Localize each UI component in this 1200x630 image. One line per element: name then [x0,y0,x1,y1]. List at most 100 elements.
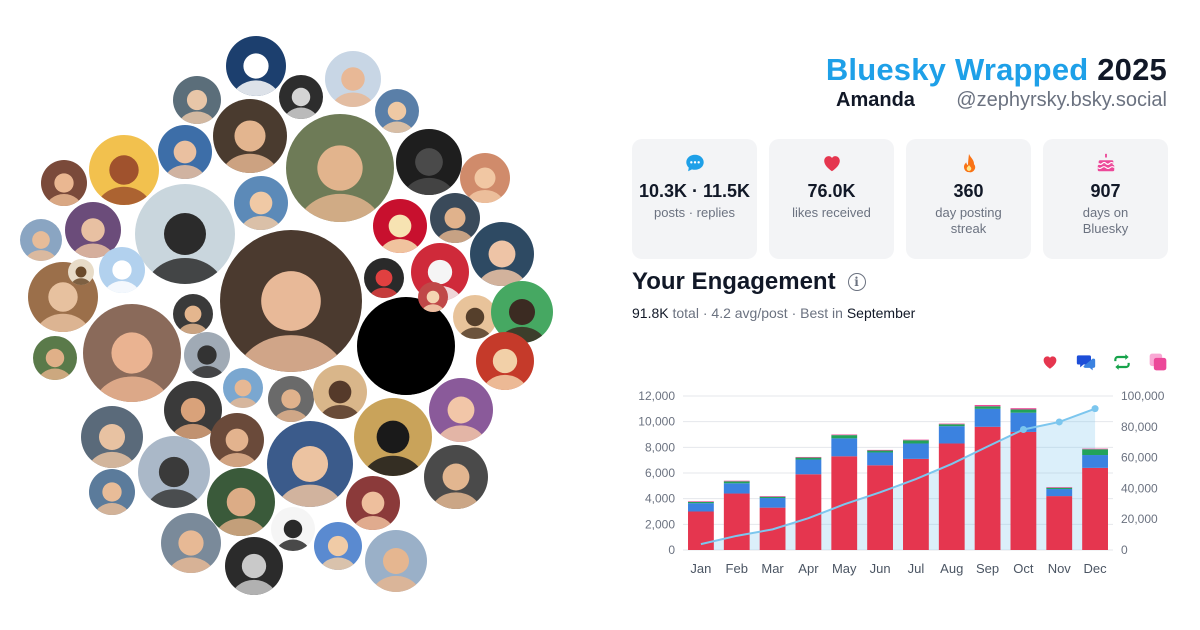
stat-value: 907 [1090,181,1121,201]
stat-card-likes: 76.0K likes received [769,139,894,259]
bar-segment [1082,455,1108,468]
y2-tick-label: 20,000 [1121,512,1158,526]
y2-tick-label: 40,000 [1121,481,1158,495]
y2-tick-label: 60,000 [1121,451,1158,465]
stat-value: 360 [953,181,984,201]
bar-segment [974,406,1001,409]
x-tick-label: Jun [870,561,891,576]
avatar [476,332,534,390]
avatar [164,381,222,439]
stats-row: 10.3K · 11.5K posts · replies 76.0K like… [632,139,1168,259]
bar-segment [867,465,893,550]
engagement-chart: 0 2,000 4,000 6,000 8,000 10,000 12,000 0 20,000… [638,389,1164,576]
cumulative-point [1091,405,1099,413]
bar-segment [974,426,1001,550]
flame-icon [958,151,980,175]
y-tick-label: 12,000 [638,389,675,403]
avatar [460,153,510,203]
avatar [430,193,480,243]
avatar [491,281,553,343]
avatar [365,530,427,592]
avatar [213,99,287,173]
bar-segment [1082,449,1108,456]
bar-segment [759,496,786,499]
y2-tick-label: 80,000 [1121,420,1158,434]
bar-segment [903,439,929,441]
display-name: Amanda [836,89,915,111]
stat-value: 76.0K [807,181,856,201]
engagement-title: Your Engagement [632,268,836,295]
avatar [41,160,87,206]
reply-icon[interactable] [1076,352,1096,372]
avatar [470,222,534,286]
avatar [20,219,62,261]
avatar [173,76,221,124]
avatar [396,129,462,195]
bar-segment [1046,487,1073,488]
stat-card-streak: 360 day posting streak [906,139,1031,259]
avatar [207,468,275,536]
x-tick-label: Sep [976,561,999,576]
avatar [33,336,77,380]
avatar [138,436,210,508]
bar-segment [1046,496,1073,550]
bar-segment [795,456,822,458]
avatar [210,413,264,467]
x-tick-label: Aug [940,561,963,576]
avatar [184,332,230,378]
avatar [375,89,419,133]
bar-segment [1010,408,1037,410]
bar-segment [867,449,893,451]
avatar-cloud [20,36,553,595]
x-tick-label: Nov [1048,561,1072,576]
stat-label: day posting streak [935,205,1002,236]
bar-segment [795,457,822,460]
x-tick-label: Apr [798,561,819,576]
avatar [234,176,288,230]
y-tick-label: 4,000 [645,492,675,506]
avatar [279,75,323,119]
avatar [418,282,448,312]
quote-icon[interactable] [1148,352,1168,372]
bar-segment [867,452,893,466]
heart-icon[interactable] [1040,352,1060,372]
bar-segment [1082,448,1108,450]
bar-segment [831,438,858,457]
page-title: Bluesky Wrapped 2025 [826,52,1167,88]
x-tick-label: Jan [690,561,711,576]
y-tick-label: 8,000 [645,440,675,454]
x-tick-label: Oct [1013,561,1034,576]
bar-segment [1046,489,1073,497]
engagement-heading: Your Engagement i [632,268,866,296]
bar-segment [723,483,750,494]
avatar [83,304,181,402]
bar-segment [903,440,929,444]
avatar [158,125,212,179]
bar-segment [938,424,965,427]
avatar [364,258,404,298]
avatar [223,368,263,408]
bar-segment [723,480,750,482]
avatar [225,537,283,595]
bar-segment [938,426,965,444]
bar-segment [759,496,786,497]
bar-segment [974,404,1001,407]
cumulative-point [1055,418,1063,426]
bar-segment [688,511,714,550]
stat-label: days on Bluesky [1082,205,1129,236]
stat-label: posts · replies [654,205,735,220]
x-tick-label: Dec [1084,561,1108,576]
avatar [267,421,353,507]
y-tick-label: 6,000 [645,466,675,480]
avatar [286,114,394,222]
stat-value: 10.3K · 11.5K [638,181,751,201]
repost-icon[interactable] [1112,352,1132,372]
engagement-best-month: September [846,305,916,321]
avatar [135,184,235,284]
cake-icon [1095,151,1117,175]
info-icon[interactable]: i [847,273,866,291]
y-tick-label: 2,000 [645,517,675,531]
avatar [424,445,488,509]
avatar [314,522,362,570]
avatar [268,376,314,422]
